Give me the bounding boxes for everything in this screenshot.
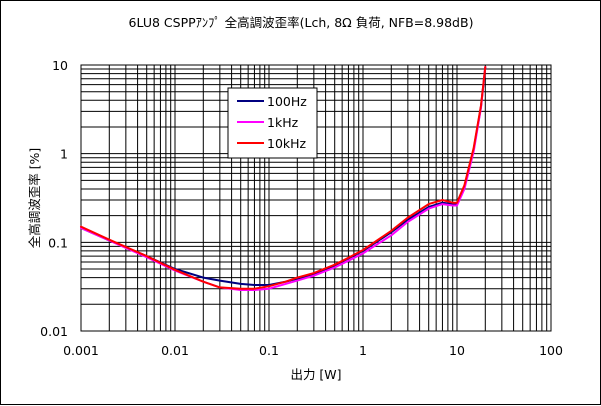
legend-label: 1kHz: [267, 115, 299, 130]
x-tick-label: 0.001: [63, 343, 99, 358]
x-tick-label: 1: [359, 343, 367, 358]
y-tick-label: 10: [52, 58, 68, 73]
y-axis-label: 全高調波歪率 [%]: [27, 148, 42, 249]
series-lines: [80, 66, 487, 291]
y-tick-label: 0.1: [48, 235, 68, 250]
plot-area-border: [80, 64, 552, 332]
y-axis-ticks: 0.01 0.1 1 10: [40, 58, 68, 339]
x-tick-label: 100: [539, 343, 563, 358]
legend: 100Hz 1kHz 10kHz: [227, 87, 318, 159]
legend-label: 100Hz: [267, 94, 307, 109]
y-tick-label: 1: [60, 147, 68, 162]
x-tick-label: 0.01: [161, 343, 189, 358]
x-axis-ticks: 0.001 0.01 0.1 1 10 100: [63, 343, 563, 358]
legend-items: 100Hz 1kHz 10kHz: [237, 94, 307, 151]
series-line-10khz: [80, 66, 487, 290]
x-tick-label: 10: [449, 343, 465, 358]
chart-title: 6LU8 CSPPｱﾝﾌﾟ 全高調波歪率(Lch, 8Ω 負荷, NFB=8.9…: [129, 15, 474, 30]
legend-label: 10kHz: [267, 136, 307, 151]
x-axis-label: 出力 [W]: [290, 367, 341, 382]
x-tick-label: 0.1: [259, 343, 279, 358]
y-tick-label: 0.01: [40, 324, 68, 339]
